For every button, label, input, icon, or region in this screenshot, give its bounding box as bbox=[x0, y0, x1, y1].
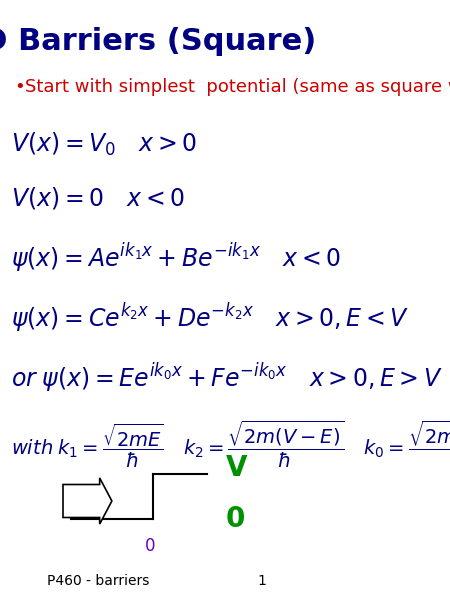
Text: 1: 1 bbox=[258, 574, 267, 588]
Text: $V(x)=V_0 \quad x>0$: $V(x)=V_0 \quad x>0$ bbox=[11, 130, 198, 158]
Text: Start with simplest  potential (same as square well): Start with simplest potential (same as s… bbox=[25, 78, 450, 96]
Text: $\psi(x)=Ce^{k_2x}+De^{-k_2x} \quad x>0, E<V$: $\psi(x)=Ce^{k_2x}+De^{-k_2x} \quad x>0,… bbox=[11, 301, 410, 335]
Text: $with\; k_1=\dfrac{\sqrt{2mE}}{\hbar} \quad k_2=\dfrac{\sqrt{2m(V-E)}}{\hbar} \q: $with\; k_1=\dfrac{\sqrt{2mE}}{\hbar} \q… bbox=[11, 418, 450, 470]
FancyArrow shape bbox=[63, 478, 112, 524]
Text: 0: 0 bbox=[144, 537, 155, 555]
Text: V: V bbox=[226, 454, 248, 482]
Text: 1D Barriers (Square): 1D Barriers (Square) bbox=[0, 28, 317, 56]
Text: $V(x)=0 \quad x<0$: $V(x)=0 \quad x<0$ bbox=[11, 185, 185, 211]
Text: 0: 0 bbox=[226, 505, 245, 533]
Text: $\psi(x)=Ae^{ik_1x}+Be^{-ik_1x} \quad x<0$: $\psi(x)=Ae^{ik_1x}+Be^{-ik_1x} \quad x<… bbox=[11, 241, 342, 275]
Text: P460 - barriers: P460 - barriers bbox=[47, 574, 149, 588]
Text: $or\; \psi(x)=Ee^{ik_0x}+Fe^{-ik_0x} \quad x>0, E>V$: $or\; \psi(x)=Ee^{ik_0x}+Fe^{-ik_0x} \qu… bbox=[11, 361, 443, 395]
Text: •: • bbox=[14, 78, 25, 96]
